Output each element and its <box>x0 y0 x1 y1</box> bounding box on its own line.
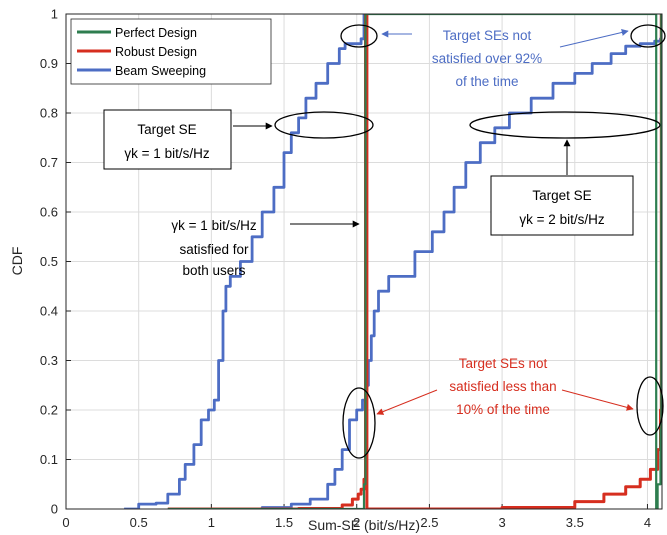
ellipse-blue-top-left <box>340 24 378 48</box>
annotation-both-users-line-1: γk = 1 bit/s/Hz <box>171 218 256 233</box>
ellipse-target-2 <box>469 111 661 139</box>
axis-ticks: 0 0.5 1 1.5 2 2.5 3 3.5 4 0 0.1 0.2 0.3 0.4 0.5 0.6 0.7 0… <box>40 7 651 531</box>
ellipse-red-left <box>342 387 376 459</box>
arrow-top-right <box>559 29 629 48</box>
x-tick-label: 1 <box>208 515 215 530</box>
annotation-arrows <box>233 29 634 415</box>
plot-frame <box>65 13 663 510</box>
annotation-target-1: Target SE γk = 1 bit/s/Hz <box>124 122 209 161</box>
series-beam-sweeping-gamma1-line <box>124 14 366 509</box>
ellipse-red-right <box>636 376 664 436</box>
legend-label-robust: Robust Design <box>115 45 197 59</box>
annotation-target-1-line-2: γk = 1 bit/s/Hz <box>124 146 209 161</box>
y-tick-label: 0.7 <box>40 155 58 170</box>
annotation-target-2-line-1: Target SE <box>532 188 591 203</box>
annotation-both-users-line-2: satisfied for <box>179 242 249 257</box>
series-robust-design-line <box>167 14 662 509</box>
legend-label-perfect: Perfect Design <box>115 26 197 40</box>
x-tick-label: 2.5 <box>420 515 438 530</box>
target-1-box <box>103 109 232 170</box>
y-tick-label: 0.4 <box>40 304 58 319</box>
x-tick-label: 3 <box>498 515 505 530</box>
arrow-red-right <box>561 389 634 411</box>
arrow-red-left <box>376 389 438 415</box>
y-tick-label: 0.1 <box>40 452 58 467</box>
annotation-less-10-line-2: satisfied less than <box>449 379 556 394</box>
x-axis-label: Sum-SE (bit/s/Hz) <box>308 517 420 533</box>
annotation-less-10-line-3: 10% of the time <box>456 402 550 417</box>
x-tick-label: 2 <box>353 515 360 530</box>
legend-label-beam: Beam Sweeping <box>115 64 206 78</box>
annotation-target-2-line-2: γk = 2 bit/s/Hz <box>519 212 604 227</box>
x-tick-label: 4 <box>644 515 651 530</box>
target-2-box <box>490 175 634 236</box>
y-tick-label: 0.2 <box>40 403 58 418</box>
annotation-top-right: Target SEs not satisfied over 92% of the… <box>432 28 542 89</box>
annotation-target-1-line-1: Target SE <box>137 122 196 137</box>
y-tick-label: 0.9 <box>40 56 58 71</box>
annotation-top-right-line-2: satisfied over 92% <box>432 51 542 66</box>
y-tick-label: 0.3 <box>40 353 58 368</box>
y-tick-label: 0.6 <box>40 205 58 220</box>
y-axis-label: CDF <box>9 247 25 276</box>
x-tick-label: 0 <box>62 515 69 530</box>
annotation-target-2: Target SE γk = 2 bit/s/Hz <box>519 188 604 227</box>
annotation-both-users-line-3: both users <box>182 263 245 278</box>
ellipse-target-1 <box>274 111 374 139</box>
series-perfect-design-line <box>167 14 662 509</box>
ellipse-blue-top-right <box>630 24 666 48</box>
y-tick-label: 0.5 <box>40 254 58 269</box>
annotation-less-10: Target SEs not satisfied less than 10% o… <box>449 356 556 417</box>
highlight-ellipses <box>274 24 666 459</box>
x-tick-label: 3.5 <box>566 515 584 530</box>
x-tick-label: 0.5 <box>130 515 148 530</box>
series-group <box>124 14 662 509</box>
annotation-less-10-line-1: Target SEs not <box>459 356 548 371</box>
annotation-both-users: γk = 1 bit/s/Hz satisfied for both users <box>171 218 256 278</box>
x-tick-label: 1.5 <box>275 515 293 530</box>
y-tick-label: 0.8 <box>40 106 58 121</box>
series-beam-sweeping-gamma2-line <box>233 14 662 509</box>
y-tick-label: 0 <box>51 502 58 517</box>
annotation-top-right-line-3: of the time <box>455 74 518 89</box>
annotation-top-right-line-1: Target SEs not <box>443 28 532 43</box>
legend: Perfect Design Robust Design Beam Sweepi… <box>70 18 272 85</box>
y-tick-label: 1 <box>51 7 58 22</box>
